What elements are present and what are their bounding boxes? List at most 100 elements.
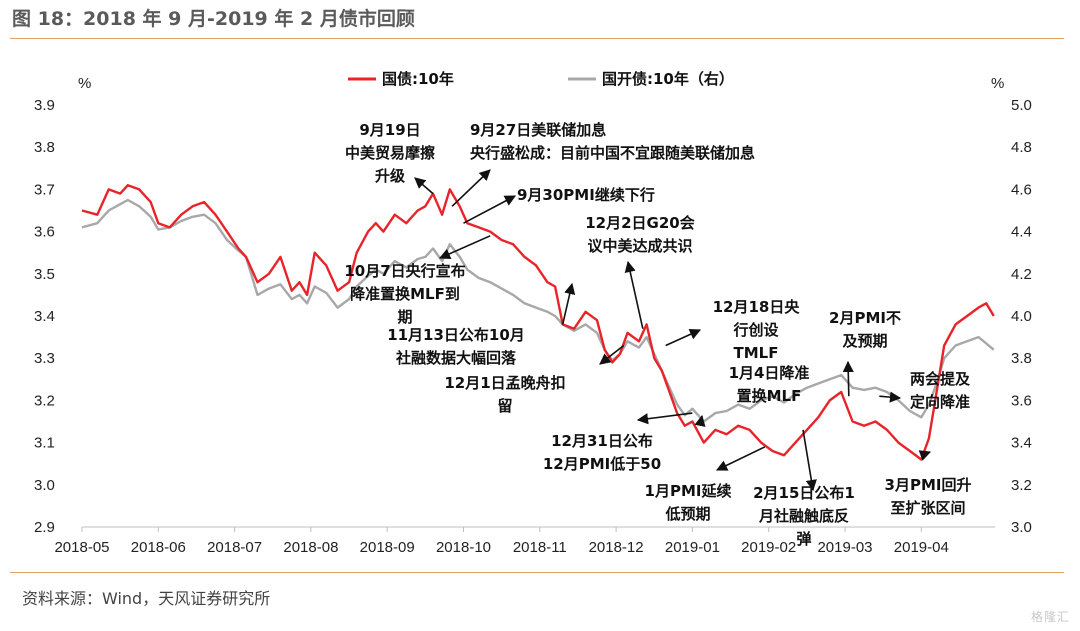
x-tick-label: 2018-08	[283, 539, 338, 556]
left-tick-label: 3.3	[34, 350, 55, 367]
left-tick-label: 3.9	[34, 97, 55, 114]
annotation-arrow	[879, 391, 902, 403]
right-tick-label: 4.8	[1011, 139, 1032, 156]
annotation-line: 1月PMI延续	[645, 482, 732, 500]
left-tick-label: 3.8	[34, 139, 55, 156]
x-tick-label: 2018-05	[54, 539, 109, 556]
annotation-line: 期	[397, 308, 412, 326]
annotation-arrow	[624, 260, 644, 329]
right-tick-label: 3.0	[1011, 519, 1032, 536]
source-note: 资料来源：Wind，天风证券研究所	[22, 589, 271, 608]
right-tick-label: 3.8	[1011, 350, 1032, 367]
right-axis-unit: %	[991, 75, 1004, 92]
annotation-arrow	[414, 177, 434, 195]
right-tick-label: 4.0	[1011, 308, 1032, 325]
left-tick-label: 3.4	[34, 308, 55, 325]
annotation-arrow	[715, 446, 766, 471]
annotation-arrow	[561, 282, 576, 325]
left-tick-label: 3.7	[34, 181, 55, 198]
left-tick-label: 3.0	[34, 477, 55, 494]
annotation-line: 央行盛松成：目前中国不宜跟随美联储加息	[470, 144, 755, 162]
annotation-arrow	[694, 414, 706, 427]
annotation-line: 12月PMI低于50	[543, 455, 661, 473]
right-tick-label: 5.0	[1011, 97, 1032, 114]
x-tick-label: 2018-10	[436, 539, 491, 556]
annotation-line: 9月27日美联储加息	[470, 121, 606, 139]
title-divider	[10, 38, 1064, 39]
annotation-line: 9月19日	[359, 121, 420, 139]
series-line-govt-10y	[81, 184, 995, 461]
annotation-line: 行创设	[732, 321, 778, 339]
left-y-axis: 3.9 3.8 3.7 3.6 3.5 3.4 3.3 3.2 3.1 3.0 2.9	[34, 97, 55, 536]
annotation-label: 3月PMI回升至扩张区间	[885, 476, 972, 517]
left-tick-label: 2.9	[34, 519, 55, 536]
right-tick-label: 4.4	[1011, 224, 1032, 241]
annotation-label: 10月7日央行宣布降准置换MLF到期	[344, 262, 465, 326]
x-axis: 2018-05 2018-06 2018-07 2018-08 2018-09 2018-…	[54, 527, 949, 556]
right-tick-label: 4.6	[1011, 181, 1032, 198]
annotation-line: 12月1日孟晚舟扣	[444, 374, 565, 392]
right-tick-label: 3.4	[1011, 435, 1032, 452]
annotation-label: 9月27日美联储加息央行盛松成：目前中国不宜跟随美联储加息	[470, 121, 755, 162]
annotation-line: 1月4日降准	[729, 364, 810, 382]
annotation-line: 月社融触底反	[758, 507, 849, 525]
left-tick-label: 3.5	[34, 266, 55, 283]
annotation-label: 2月PMI不及预期	[829, 309, 901, 350]
annotation-line: 12月2日G20会	[585, 214, 695, 232]
annotation-label: 12月1日孟晚舟扣留	[444, 374, 565, 415]
right-tick-label: 4.2	[1011, 266, 1032, 283]
annotation-line: 12月18日央	[713, 298, 801, 316]
annotation-label: 12月31日公布 12月PMI低于50	[543, 432, 661, 473]
annotation-line: 低预期	[664, 505, 710, 523]
x-tick-label: 2018-11	[513, 539, 567, 556]
annotation-layer: 9月19日中美贸易摩擦升级 9月27日美联储加息央行盛松成：目前中国不宜跟随美联储…	[344, 121, 971, 548]
annotation-line: 9月30PMI继续下行	[517, 186, 655, 204]
x-tick-label: 2018-06	[131, 539, 186, 556]
annotation-line: 置换MLF	[737, 387, 802, 405]
annotation-label: 9月19日中美贸易摩擦升级	[345, 121, 435, 185]
x-tick-label: 2019-01	[665, 539, 720, 556]
annotation-arrow	[665, 329, 702, 347]
annotation-arrow	[438, 235, 491, 260]
x-tick-label: 2018-09	[360, 539, 415, 556]
annotation-arrow	[463, 195, 516, 224]
annotation-arrow	[451, 169, 491, 207]
annotation-label: 12月18日央行创设 TMLF	[713, 298, 801, 362]
annotation-line: 议中美达成共识	[587, 237, 692, 255]
x-tick-label: 2018-12	[589, 539, 644, 556]
annotation-label: 1月4日降准置换MLF	[729, 364, 810, 405]
annotation-label: 11月13日公布10月社融数据大幅回落	[387, 326, 525, 367]
annotation-line: 降准置换MLF到	[350, 285, 460, 303]
annotation-label: 两会提及定向降准	[910, 370, 971, 411]
legend-label: 国开债:10年（右）	[602, 70, 734, 88]
annotation-label: 9月30PMI继续下行	[517, 186, 655, 204]
x-tick-label: 2019-02	[741, 539, 796, 556]
series-layer	[81, 184, 995, 461]
source-divider	[10, 572, 1064, 573]
right-y-axis: 5.0 4.8 4.6 4.4 4.2 4.0 3.8 3.6 3.4 3.2 3.0	[1011, 97, 1032, 536]
annotation-line: 中美贸易摩擦	[345, 144, 435, 162]
x-tick-label: 2018-07	[207, 539, 262, 556]
annotation-arrow	[636, 412, 693, 425]
annotation-line: 定向降准	[910, 393, 970, 411]
left-tick-label: 3.2	[34, 392, 55, 409]
x-tick-label: 2019-04	[894, 539, 949, 556]
annotation-line: 至扩张区间	[890, 499, 965, 517]
legend-label: 国债:10年	[382, 70, 454, 88]
annotation-arrow	[918, 450, 932, 461]
right-tick-label: 3.2	[1011, 477, 1032, 494]
annotation-line: 两会提及	[910, 370, 971, 388]
annotation-label: 12月2日G20会议中美达成共识	[585, 214, 695, 255]
annotation-line: 留	[497, 397, 512, 415]
annotation-line: TMLF	[734, 344, 779, 362]
left-tick-label: 3.1	[34, 435, 55, 452]
annotation-label: 2月15日公布1 月社融触底反弹	[753, 484, 855, 548]
annotation-line: 及预期	[842, 332, 887, 350]
left-axis-unit: %	[78, 75, 91, 92]
figure-title: 图 18：2018 年 9 月-2019 年 2 月债市回顾	[12, 8, 415, 30]
annotation-line: 2月PMI不	[829, 309, 901, 327]
annotation-line: 社融数据大幅回落	[395, 349, 517, 367]
left-tick-label: 3.6	[34, 224, 55, 241]
x-tick-label: 2019-03	[817, 539, 872, 556]
